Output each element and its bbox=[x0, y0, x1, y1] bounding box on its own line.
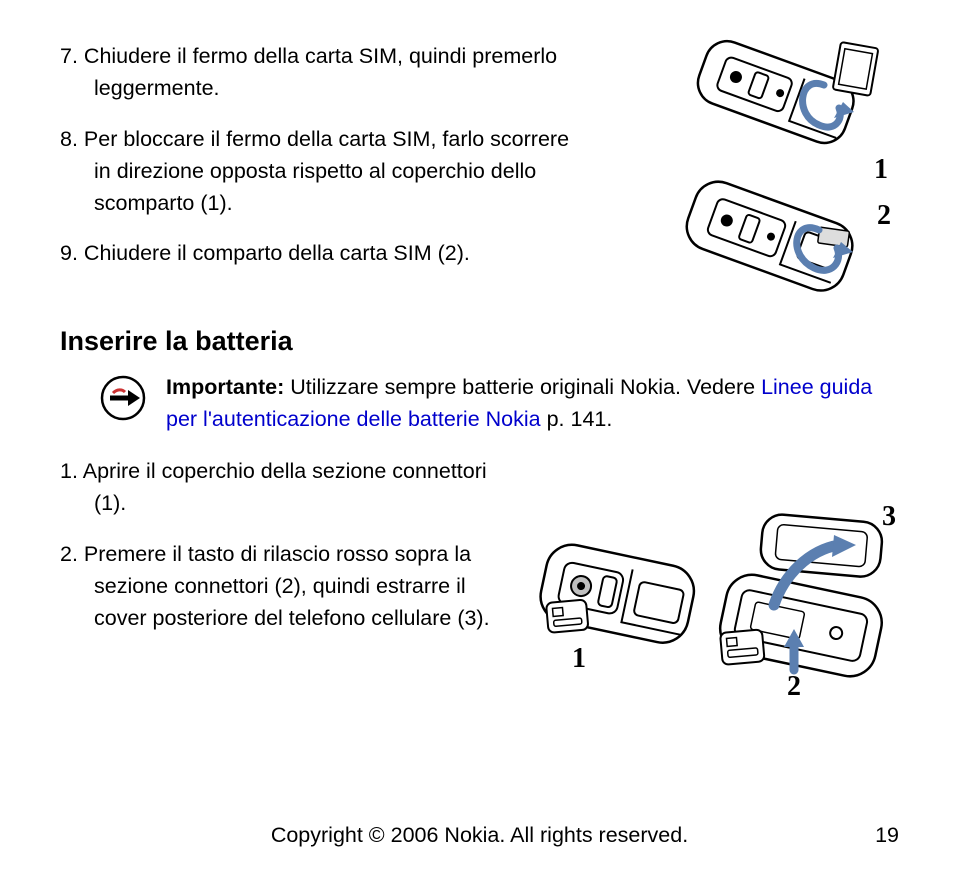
illustration-sim-close: 1 2 bbox=[619, 30, 899, 310]
step-text: Premere il tasto di rilascio rosso sopra… bbox=[84, 542, 490, 631]
label-1: 1 bbox=[874, 154, 888, 185]
footer-copyright: Copyright © 2006 Nokia. All rights reser… bbox=[60, 823, 899, 848]
label-2: 2 bbox=[877, 200, 891, 231]
page-number: 19 bbox=[875, 823, 899, 848]
top-steps-block: 7. Chiudere il fermo della carta SIM, qu… bbox=[60, 40, 590, 270]
step-num: 1. bbox=[60, 459, 78, 483]
illustration-battery: 1 2 3 bbox=[534, 495, 904, 700]
step-text: Chiudere il fermo della carta SIM, quind… bbox=[84, 44, 557, 100]
section-title: Inserire la batteria bbox=[60, 326, 899, 357]
important-note: Importante: Utilizzare sempre batterie o… bbox=[100, 371, 899, 436]
note-before: Utilizzare sempre batterie originali Nok… bbox=[284, 375, 761, 399]
label-b3: 3 bbox=[882, 501, 896, 532]
step-b1: 1. Aprire il coperchio della sezione con… bbox=[60, 455, 490, 520]
step-7: 7. Chiudere il fermo della carta SIM, qu… bbox=[60, 40, 590, 105]
note-label: Importante: bbox=[166, 375, 284, 399]
step-num: 2. bbox=[60, 542, 78, 566]
step-9: 9. Chiudere il comparto della carta SIM … bbox=[60, 237, 590, 269]
step-8: 8. Per bloccare il fermo della carta SIM… bbox=[60, 123, 590, 220]
step-num: 8. bbox=[60, 127, 78, 151]
step-num: 9. bbox=[60, 241, 78, 265]
label-b1: 1 bbox=[572, 643, 586, 674]
step-text: Per bloccare il fermo della carta SIM, f… bbox=[84, 127, 569, 216]
bottom-steps-block: 1. Aprire il coperchio della sezione con… bbox=[60, 455, 490, 634]
important-icon bbox=[100, 375, 146, 421]
note-after: p. 141. bbox=[541, 407, 613, 431]
step-num: 7. bbox=[60, 44, 78, 68]
step-text: Chiudere il comparto della carta SIM (2)… bbox=[84, 241, 470, 265]
step-b2: 2. Premere il tasto di rilascio rosso so… bbox=[60, 538, 490, 635]
note-text: Importante: Utilizzare sempre batterie o… bbox=[166, 371, 899, 436]
label-b2: 2 bbox=[787, 671, 801, 700]
step-text: Aprire il coperchio della sezione connet… bbox=[83, 459, 487, 515]
sim-illustration-svg: 1 2 bbox=[619, 30, 899, 310]
battery-illustration-svg: 1 2 3 bbox=[534, 495, 904, 700]
